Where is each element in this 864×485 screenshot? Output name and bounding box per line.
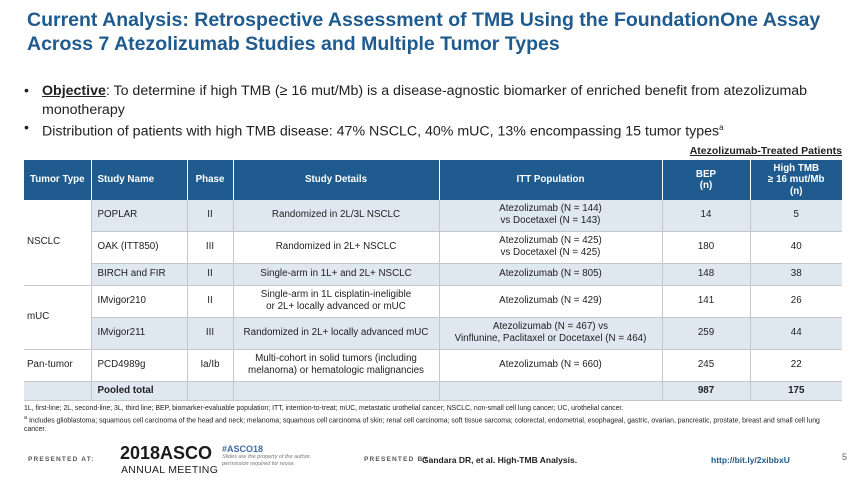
tumor-type-cell: Pan-tumor: [24, 349, 92, 382]
hashtag: #ASCO18: [222, 444, 264, 454]
details-cell: Randomized in 2L+ locally advanced mUC: [233, 317, 440, 350]
details-cell: Randomized in 2L/3L NSCLC: [233, 200, 440, 232]
presented-by-label: PRESENTED BY:: [364, 456, 432, 463]
study-name-cell: OAK (ITT850): [91, 231, 188, 264]
bep-cell: 148: [662, 263, 751, 286]
table-row: OAK (ITT850) III Randomized in 2L+ NSCLC…: [24, 231, 842, 264]
study-name-cell: PCD4989g: [91, 349, 188, 382]
asco-name: ASCO: [160, 443, 213, 463]
empty-cell: [439, 381, 663, 401]
phase-cell: III: [187, 317, 234, 350]
pooled-total-row: Pooled total 987 175: [24, 381, 842, 401]
table-row: NSCLC POPLAR II Randomized in 2L/3L NSCL…: [24, 200, 842, 286]
header-high-tmb: High TMB ≥ 16 mut/Mb (n): [750, 160, 842, 200]
tmb-cell: 26: [750, 285, 842, 318]
bullet-dot: •: [24, 120, 29, 136]
bullet-list: • Objective: To determine if high TMB (≥…: [24, 82, 844, 141]
details-cell: Multi-cohort in solid tumors (including …: [233, 349, 440, 382]
bep-cell: 245: [662, 349, 751, 382]
itt-cell: Atezolizumab (N = 425) vs Docetaxel (N =…: [439, 231, 663, 264]
phase-cell: II: [187, 285, 234, 318]
studies-table: Tumor Type Study Name Phase Study Detail…: [24, 160, 842, 401]
slide-title: Current Analysis: Retrospective Assessme…: [27, 9, 821, 55]
tumor-type-cell: NSCLC: [24, 200, 92, 286]
footnote-tumor-note: Includes glioblastoma; squamous cell car…: [24, 416, 820, 434]
tmb-cell: 44: [750, 317, 842, 350]
table-row: mUC IMvigor210 II Single-arm in 1L cispl…: [24, 285, 842, 350]
header-phase: Phase: [187, 160, 234, 200]
table-row: Pan-tumor PCD4989g Ia/Ib Multi-cohort in…: [24, 349, 842, 382]
objective-text: : To determine if high TMB (≥ 16 mut/Mb)…: [42, 83, 808, 118]
footnote: 1L, first-line; 2L, second-line; 3L, thi…: [24, 404, 834, 435]
bep-cell: 14: [662, 200, 751, 232]
table-header-row: Tumor Type Study Name Phase Study Detail…: [24, 160, 842, 200]
details-cell: Single-arm in 1L+ and 2L+ NSCLC: [233, 263, 440, 286]
phase-cell: II: [187, 263, 234, 286]
hashtag-note: Slides are the property of the author, p…: [222, 454, 311, 467]
footnote-superscript: a: [24, 414, 28, 421]
table-row: BIRCH and FIR II Single-arm in 1L+ and 2…: [24, 263, 842, 286]
empty-cell: [233, 381, 440, 401]
asco-year: 2018: [120, 443, 161, 463]
pooled-bep-cell: 987: [662, 381, 751, 401]
header-study-name: Study Name: [91, 160, 188, 200]
itt-cell: Atezolizumab (N = 660): [439, 349, 663, 382]
header-tumor-type: Tumor Type: [24, 160, 92, 200]
footnote-abbreviations: 1L, first-line; 2L, second-line; 3L, thi…: [24, 405, 624, 412]
phase-cell: Ia/Ib: [187, 349, 234, 382]
presenter-citation: Gandara DR, et al. High-TMB Analysis.: [422, 455, 578, 465]
itt-cell: Atezolizumab (N = 429): [439, 285, 663, 318]
empty-cell: [187, 381, 234, 401]
header-study-details: Study Details: [233, 160, 440, 200]
header-itt-population: ITT Population: [439, 160, 663, 200]
pooled-label-cell: Pooled total: [91, 381, 188, 401]
bep-cell: 180: [662, 231, 751, 264]
study-name-cell: BIRCH and FIR: [91, 263, 188, 286]
distribution-text: Distribution of patients with high TMB d…: [42, 123, 720, 140]
hashtag-box: #ASCO18 Slides are the property of the a…: [222, 444, 334, 468]
itt-cell: Atezolizumab (N = 805): [439, 263, 663, 286]
objective-label: Objective: [42, 83, 106, 99]
details-cell: Randomized in 2L+ NSCLC: [233, 231, 440, 264]
itt-cell: Atezolizumab (N = 467) vs Vinflunine, Pa…: [439, 317, 663, 350]
empty-cell: [24, 381, 92, 401]
asco-meeting: ANNUAL MEETING: [121, 464, 219, 476]
distribution-superscript: a: [719, 123, 724, 132]
tmb-cell: 38: [750, 263, 842, 286]
page-number: 5: [842, 452, 848, 462]
short-link[interactable]: http://bit.ly/2xibbxU: [711, 455, 790, 465]
bullet-dot: •: [24, 83, 29, 99]
tumor-type-cell: mUC: [24, 285, 92, 350]
study-name-cell: IMvigor211: [91, 317, 188, 350]
details-cell: Single-arm in 1L cisplatin-ineligible or…: [233, 285, 440, 318]
bullet-distribution: • Distribution of patients with high TMB…: [24, 119, 844, 141]
header-bep: BEP (n): [662, 160, 751, 200]
tmb-cell: 5: [750, 200, 842, 232]
asco-logo: 2018 ASCO ANNUAL MEETING: [120, 443, 218, 479]
tmb-cell: 22: [750, 349, 842, 382]
presented-at-label: PRESENTED AT:: [28, 456, 95, 463]
bullet-objective: • Objective: To determine if high TMB (≥…: [24, 82, 844, 119]
table-row: IMvigor211 III Randomized in 2L+ locally…: [24, 317, 842, 350]
phase-cell: II: [187, 200, 234, 232]
slide-footer: PRESENTED AT: 2018 ASCO ANNUAL MEETING #…: [0, 438, 864, 485]
study-name-cell: IMvigor210: [91, 285, 188, 318]
pooled-tmb-cell: 175: [750, 381, 842, 401]
study-name-cell: POPLAR: [91, 200, 188, 232]
bep-cell: 141: [662, 285, 751, 318]
phase-cell: III: [187, 231, 234, 264]
tmb-cell: 40: [750, 231, 842, 264]
itt-cell: Atezolizumab (N = 144) vs Docetaxel (N =…: [439, 200, 663, 232]
bep-cell: 259: [662, 317, 751, 350]
table-group-label: Atezolizumab-Treated Patients: [689, 145, 842, 157]
